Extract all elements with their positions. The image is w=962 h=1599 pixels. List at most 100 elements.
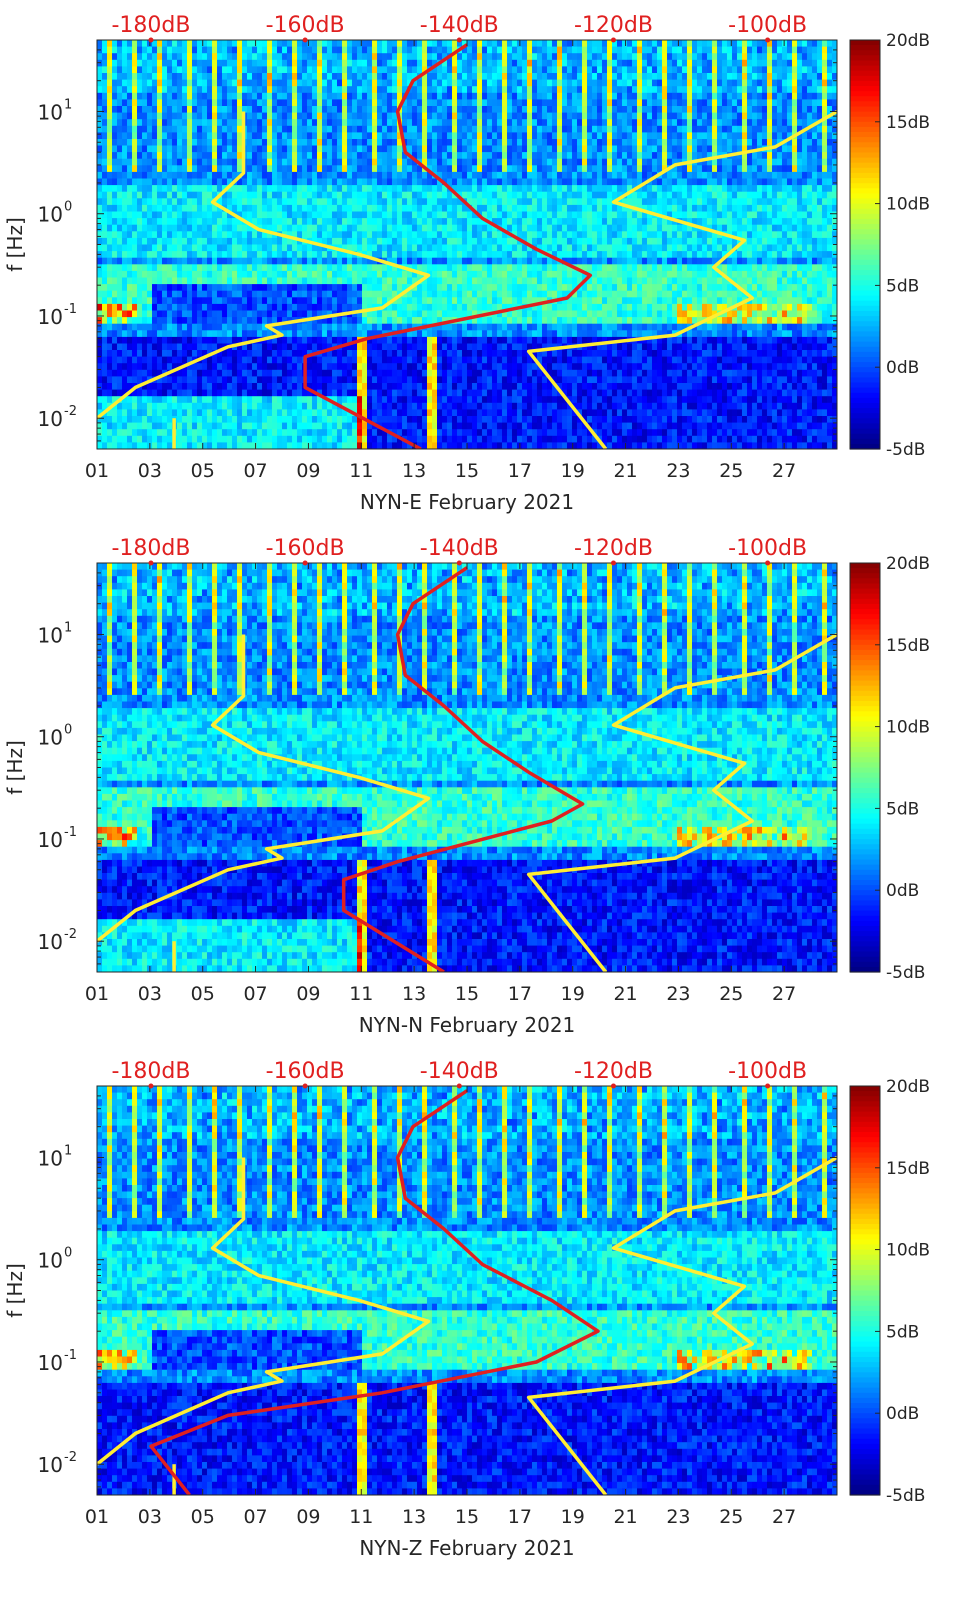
heatmap-cell (207, 224, 213, 232)
heatmap-cell (382, 402, 388, 410)
heatmap-cell (342, 350, 348, 358)
heatmap-cell (427, 185, 433, 193)
heatmap-cell (267, 422, 273, 430)
heatmap-cell (132, 158, 138, 166)
heatmap-cell (197, 73, 203, 81)
heatmap-cell (402, 119, 408, 127)
heatmap-cell (247, 132, 253, 140)
heatmap-cell (287, 323, 293, 331)
heatmap-cell (297, 409, 303, 417)
heatmap-cell (357, 350, 363, 358)
heatmap-cell (422, 409, 428, 417)
heatmap-cell (262, 284, 268, 292)
heatmap-cell (207, 290, 213, 298)
heatmap-cell (137, 363, 143, 371)
heatmap-cell (437, 251, 443, 259)
heatmap-cell (367, 59, 373, 67)
heatmap-cell (277, 303, 283, 312)
heatmap-cell (232, 409, 238, 417)
heatmap-cell (332, 211, 338, 219)
heatmap-cell (472, 330, 478, 338)
heatmap-cell (347, 125, 353, 133)
heatmap-cell (112, 231, 118, 239)
heatmap-cell (432, 330, 438, 338)
heatmap-cell (207, 178, 213, 186)
heatmap-cell (392, 244, 398, 252)
heatmap-cell (337, 336, 343, 345)
heatmap-cell (147, 350, 153, 358)
heatmap-cell (472, 185, 478, 193)
heatmap-cell (452, 389, 458, 397)
heatmap-cell (267, 251, 273, 259)
heatmap-cell (167, 106, 173, 114)
heatmap-cell (177, 422, 183, 430)
heatmap-cell (267, 204, 273, 213)
heatmap-cell (292, 244, 298, 252)
heatmap-cell (192, 363, 198, 371)
heatmap-cell (252, 59, 258, 67)
heatmap-cell (182, 369, 188, 377)
heatmap-cell (252, 231, 258, 239)
heatmap-cell (422, 218, 428, 226)
heatmap-cell (112, 211, 118, 219)
heatmap-cell (262, 73, 268, 81)
heatmap-cell (417, 125, 423, 133)
heatmap-cell (177, 310, 183, 318)
heatmap-cell (357, 53, 363, 61)
heatmap-cell (472, 251, 478, 259)
heatmap-cell (432, 369, 438, 377)
heatmap-cell (372, 284, 378, 292)
heatmap-cell (257, 251, 263, 259)
heatmap-cell (117, 284, 123, 292)
heatmap-cell (332, 224, 338, 232)
heatmap-cell (437, 158, 443, 166)
heatmap-cell (402, 53, 408, 61)
heatmap-cell (427, 224, 433, 232)
heatmap-cell (137, 40, 143, 48)
heatmap-cell (292, 112, 298, 120)
heatmap-cell (402, 46, 408, 54)
heatmap-cell (252, 435, 258, 443)
heatmap-cell (302, 171, 308, 180)
heatmap-cell (167, 46, 173, 54)
heatmap-cell (152, 125, 158, 133)
heatmap-cell (102, 343, 108, 351)
heatmap-cell (492, 158, 498, 166)
heatmap-cell (432, 284, 438, 292)
heatmap-cell (252, 185, 258, 193)
heatmap-cell (312, 396, 318, 404)
heatmap-cell (227, 171, 233, 180)
heatmap-cell (97, 303, 103, 312)
heatmap-cell (332, 284, 338, 292)
heatmap-cell (312, 40, 318, 48)
heatmap-cell (252, 53, 258, 61)
heatmap-cell (387, 284, 393, 292)
heatmap-cell (202, 402, 208, 410)
heatmap-cell (112, 59, 118, 67)
heatmap-cell (447, 409, 453, 417)
heatmap-cell (412, 231, 418, 239)
heatmap-cell (407, 165, 413, 173)
heatmap-cell (492, 363, 498, 371)
heatmap-cell (292, 106, 298, 114)
heatmap-cell (427, 402, 433, 410)
heatmap-cell (217, 178, 223, 186)
heatmap-cell (132, 389, 138, 397)
heatmap-cell (212, 204, 218, 213)
heatmap-cell (342, 422, 348, 430)
heatmap-cell (172, 224, 178, 232)
heatmap-cell (372, 343, 378, 351)
heatmap-cell (457, 66, 463, 74)
heatmap-cell (247, 396, 253, 404)
heatmap-cell (222, 171, 228, 180)
heatmap-cell (112, 73, 118, 81)
heatmap-cell (137, 237, 143, 246)
heatmap-cell (257, 231, 263, 239)
heatmap-cell (252, 139, 258, 147)
heatmap-cell (427, 119, 433, 127)
heatmap-cell (222, 211, 228, 219)
heatmap-cell (197, 198, 203, 206)
heatmap-cell (447, 277, 453, 285)
heatmap-cell (417, 198, 423, 206)
heatmap-cell (487, 350, 493, 358)
